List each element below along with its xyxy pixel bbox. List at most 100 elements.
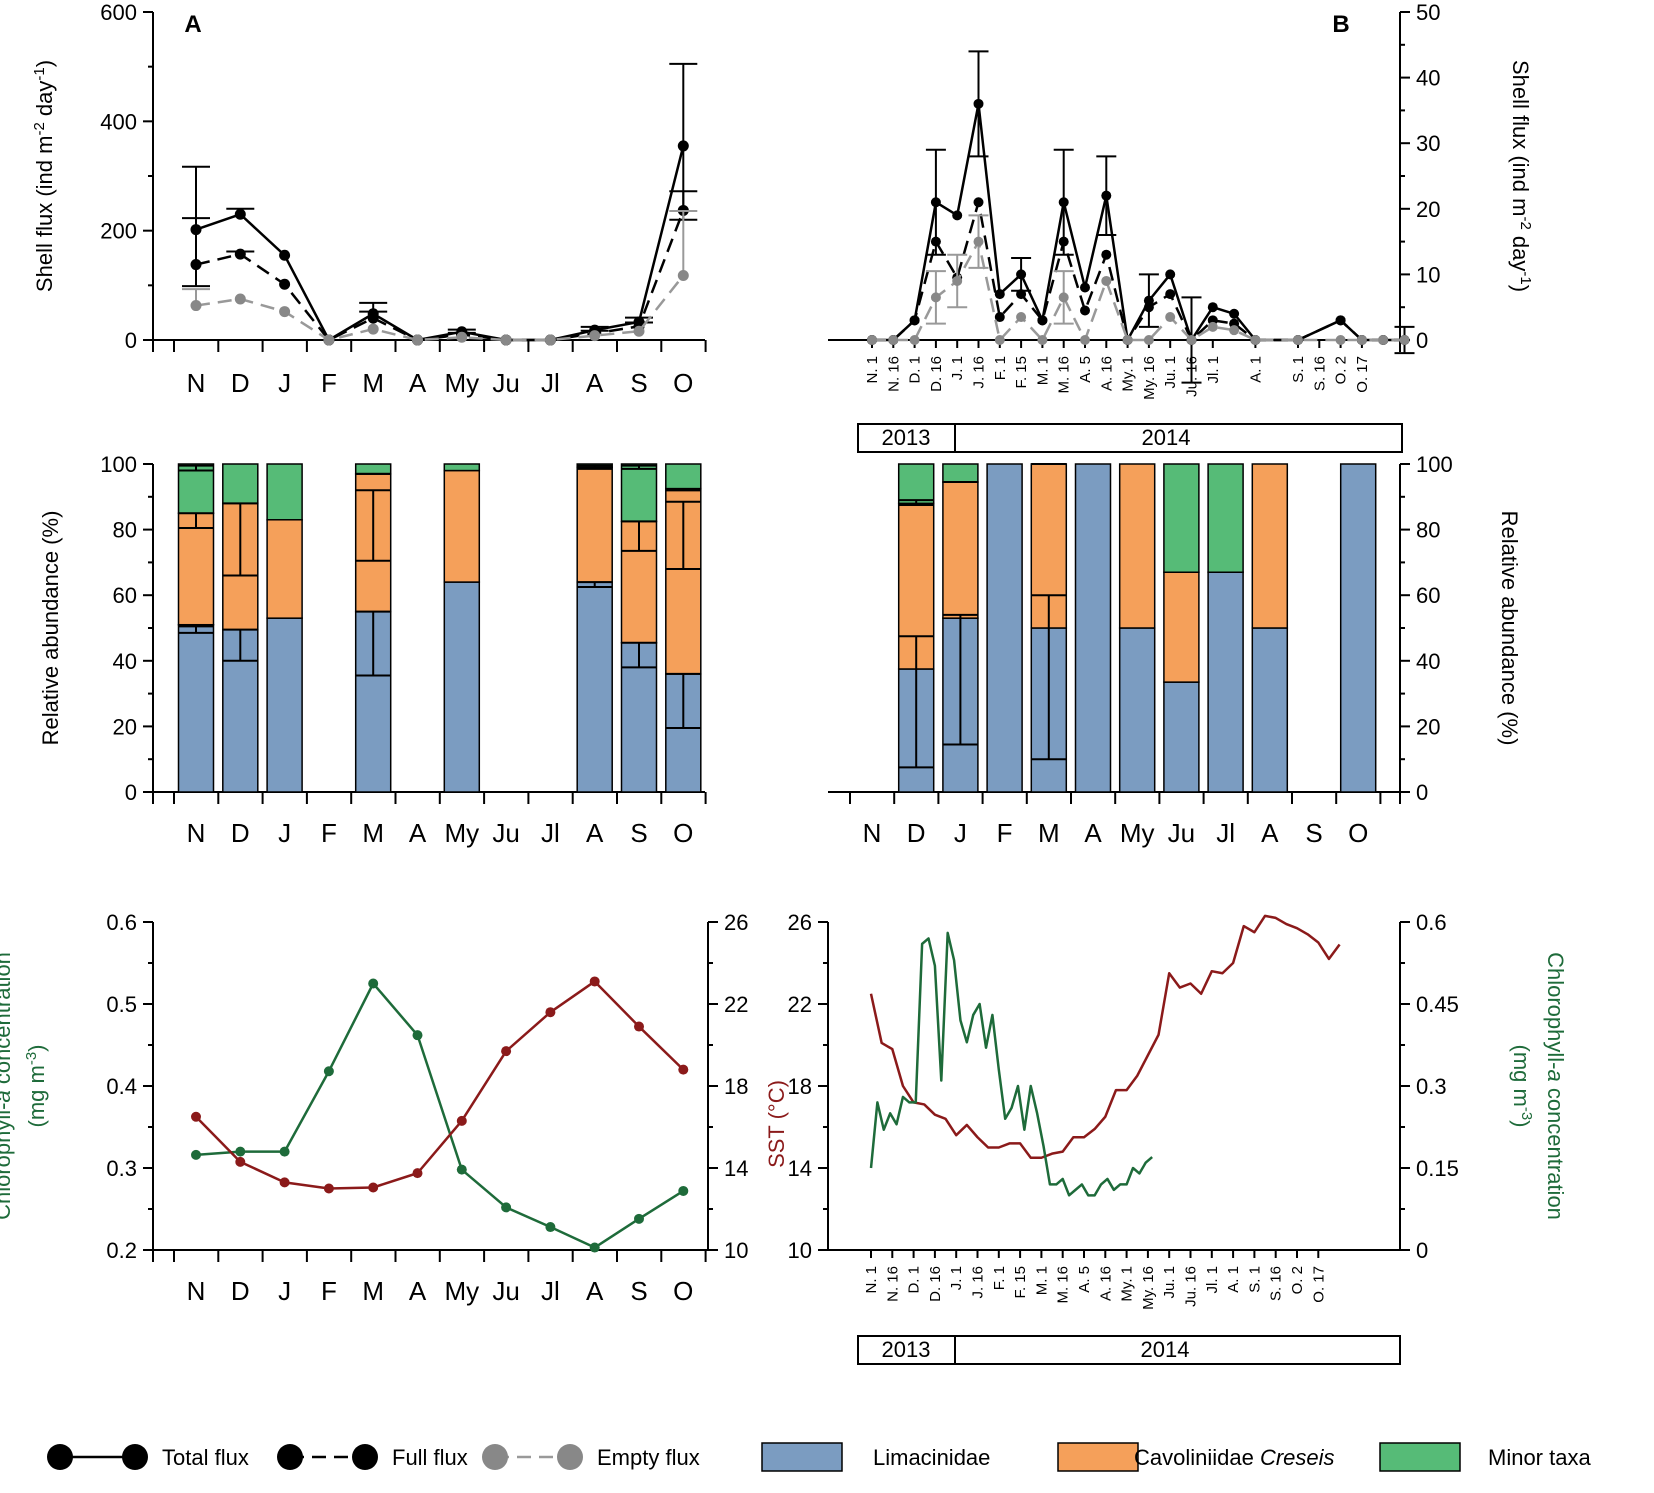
b-flux-xtick-label: A. 16 — [1098, 356, 1115, 391]
a-flux-xtick-label: Jl — [541, 368, 560, 398]
b-env-xtick-label: Ju. 16 — [1183, 1266, 1200, 1307]
legend-label-3: Limacinidae — [873, 1445, 990, 1470]
a-env-point-chl — [545, 1222, 556, 1233]
b-env-year-2013-label: 2013 — [882, 1337, 931, 1362]
a-flux-point — [589, 330, 601, 342]
b-env-xtick-label: S. 1 — [1246, 1266, 1263, 1293]
legend-label-4: Cavoliniidae Creseis — [1134, 1445, 1335, 1470]
b-env-xtick-label: A. 5 — [1076, 1266, 1093, 1293]
b-flux-point — [1165, 312, 1176, 323]
a-env-xtick-label: O — [673, 1276, 693, 1306]
a-env-point-sst — [589, 976, 600, 987]
b-env-ytick-right-label: 0.3 — [1416, 1074, 1447, 1099]
b-abund-bar-limacinidae — [1118, 627, 1156, 793]
b-flux-point — [1207, 302, 1218, 313]
a-env-point-chl — [235, 1146, 246, 1157]
b-flux-ytick-label: 40 — [1416, 66, 1440, 91]
a-env-ytick-right-label: 14 — [724, 1156, 748, 1181]
a-abund-ytick-label: 80 — [113, 518, 137, 543]
b-env-ytick-left-label: 18 — [788, 1074, 812, 1099]
a-env-xtick-label: Ju — [492, 1276, 519, 1306]
b-flux-point — [1229, 325, 1240, 336]
b-abund-xtick-label: M — [1038, 818, 1060, 848]
a-env-point-sst — [501, 1046, 512, 1057]
a-env-point-chl — [456, 1164, 467, 1175]
a-abund-ytick-label: 100 — [100, 452, 137, 477]
b-env-ytick-right-label: 0.45 — [1416, 992, 1459, 1017]
a-env-y2label: SST (°C) — [764, 1080, 789, 1168]
b-env-ytick-left-label: 26 — [788, 910, 812, 935]
a-env-ylabel-line2: (mg m-3) — [23, 1045, 49, 1128]
b-flux-xtick-label: D. 1 — [907, 356, 924, 384]
b-flux-point — [1016, 312, 1027, 323]
b-env-xtick-label: J. 1 — [948, 1266, 965, 1290]
b-env-ytick-left-label: 14 — [788, 1156, 812, 1181]
a-abund-xtick-label: F — [321, 818, 337, 848]
a-env-xtick-label: M — [362, 1276, 384, 1306]
a-abund-bar-limacinidae — [266, 617, 303, 793]
b-flux-point — [1058, 236, 1069, 247]
b-flux-series-0 — [872, 102, 1405, 342]
b-flux-ytick-label: 20 — [1416, 197, 1440, 222]
b-flux-point — [994, 312, 1005, 323]
b-env-xtick-label: D. 16 — [927, 1266, 944, 1302]
b-env-xtick-label: N. 16 — [884, 1266, 901, 1302]
a-flux-ylabel: Shell flux (ind m-2 day-1) — [31, 60, 57, 292]
a-abund-xtick-label: M — [362, 818, 384, 848]
b-env-ytick-right-label: 0.6 — [1416, 910, 1447, 935]
a-env-point-sst — [634, 1021, 644, 1032]
b-flux-point — [867, 335, 877, 345]
b-flux-ytick-label: 10 — [1416, 262, 1440, 287]
a-flux-point — [456, 331, 468, 343]
b-flux-point — [1186, 335, 1197, 345]
a-flux-point — [234, 208, 246, 220]
a-abund-bar-minor — [620, 463, 658, 523]
b-abund-xtick-label: A — [1084, 818, 1102, 848]
b-abund-bar-limacinidae — [1074, 463, 1112, 793]
b-env-xtick-label: F. 15 — [1012, 1266, 1029, 1299]
a-flux-point — [279, 278, 291, 290]
a-flux-point — [367, 312, 379, 324]
a-flux-point — [190, 300, 202, 312]
b-env-ytick-right-label: 0.15 — [1416, 1156, 1459, 1181]
b-env-y2label-line1: Chlorophyll-a concentration — [1543, 952, 1568, 1220]
b-env-year-2014-label: 2014 — [1141, 1337, 1190, 1362]
a-flux-point — [279, 249, 291, 261]
a-abund-ytick-label: 20 — [113, 714, 137, 739]
a-flux-point — [500, 334, 512, 346]
a-env-point-sst — [368, 1182, 379, 1193]
a-abund-bar-limacinidae — [222, 628, 259, 793]
panel-letter-b: B — [1332, 11, 1349, 38]
b-flux-point — [1101, 249, 1112, 260]
a-abund-bar-minor — [266, 463, 303, 521]
a-env-series-sst — [195, 980, 685, 1190]
legend-marker-0 — [122, 1444, 148, 1470]
a-env-point-sst — [235, 1156, 246, 1167]
a-abund-bar-creseis — [443, 469, 481, 583]
b-flux-point — [952, 210, 963, 221]
a-flux-point — [677, 140, 689, 152]
a-flux-xtick-label: J — [278, 368, 291, 398]
a-abund-bar-minor — [443, 463, 481, 472]
b-flux-point — [1016, 269, 1027, 280]
b-flux-xtick-label: A. 1 — [1247, 356, 1264, 383]
b-flux-point — [1165, 269, 1176, 280]
b-env-xtick-label: O. 2 — [1289, 1266, 1306, 1294]
a-abund-xtick-label: S — [630, 818, 647, 848]
a-flux-series-2 — [195, 274, 685, 342]
b-flux-point — [994, 289, 1005, 300]
a-env-ytick-left-label: 0.2 — [106, 1238, 137, 1263]
a-env-point-sst — [545, 1007, 556, 1018]
b-flux-point — [1165, 289, 1176, 300]
a-abund-bar-minor — [222, 463, 259, 505]
a-env-point-chl — [678, 1185, 689, 1196]
b-abund-ytick-label: 0 — [1416, 780, 1428, 805]
b-flux-xtick-label: O. 2 — [1333, 356, 1350, 384]
b-abund-ytick-label: 60 — [1416, 583, 1440, 608]
legend-box-4 — [1057, 1442, 1139, 1472]
a-flux-point — [234, 248, 246, 260]
b-flux-xtick-label: S. 1 — [1290, 356, 1307, 383]
b-flux-point — [1229, 308, 1240, 319]
a-flux-point — [544, 334, 556, 346]
b-env-xtick-label: F. 1 — [991, 1266, 1008, 1290]
